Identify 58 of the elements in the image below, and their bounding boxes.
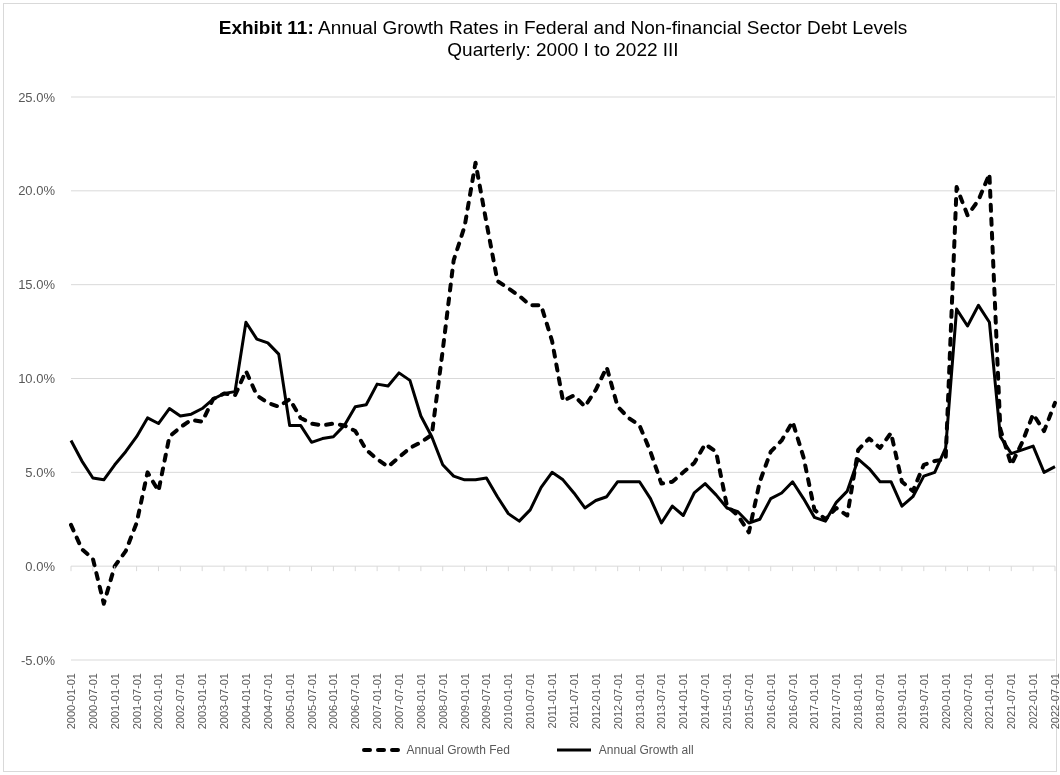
x-tick-label: 2020-01-01 — [939, 673, 952, 730]
x-tick-label: 2007-01-01 — [371, 673, 384, 730]
x-tick-label: 2007-07-01 — [393, 673, 405, 730]
x-tick-label: 2015-01-01 — [721, 673, 733, 730]
x-tick-label: 2010-01-01 — [502, 673, 515, 730]
line-series — [69, 160, 1057, 606]
x-tick-label: 2001-07-01 — [130, 673, 143, 730]
x-tick-label: 2003-07-01 — [218, 673, 231, 730]
x-tick-label: 2001-01-01 — [108, 673, 121, 730]
legend-label: Annual Growth all — [598, 743, 694, 757]
chart-title: Exhibit 11: Annual Growth Rates in Federal and Non-financial Sector Debt Levels — [217, 17, 909, 39]
y-tick-label: 5.0% — [25, 464, 56, 480]
x-tick-label: 2003-01-01 — [196, 673, 209, 730]
y-tick-label: -5.0% — [21, 652, 56, 668]
x-tick-label: 2017-07-01 — [830, 673, 843, 730]
x-tick-label: 2002-01-01 — [152, 673, 165, 730]
x-tick-label: 2018-01-01 — [852, 673, 865, 730]
x-tick-label: 2019-07-01 — [917, 673, 930, 730]
x-tick-label: 2012-07-01 — [611, 673, 624, 730]
x-tick-label: 2008-07-01 — [436, 673, 449, 730]
x-tick-label: 2006-01-01 — [327, 673, 340, 730]
chart-subtitle: Quarterly: 2000 I to 2022 III — [446, 39, 680, 61]
x-tick-label: 2004-01-01 — [239, 673, 252, 730]
x-tick-label: 2013-07-01 — [655, 673, 668, 730]
x-tick-label: 2005-01-01 — [283, 673, 296, 730]
y-tick-label: 10.0% — [18, 371, 56, 387]
x-tick-label: 2017-01-01 — [808, 673, 821, 730]
x-tick-label: 2009-07-01 — [480, 673, 493, 730]
x-tick-label: 2018-07-01 — [874, 673, 887, 730]
x-tick-label: 2020-07-01 — [961, 673, 974, 730]
x-tick-label: 2005-07-01 — [305, 673, 318, 730]
x-tick-label: 2015-07-01 — [742, 673, 755, 730]
x-tick-label: 2011-07-01 — [567, 673, 580, 729]
x-tick-label: 2022-07-01 — [1049, 673, 1060, 730]
y-tick-label: 0.0% — [25, 558, 56, 574]
x-tick-label: 2019-01-01 — [895, 673, 908, 730]
y-tick-label: 15.0% — [18, 277, 56, 293]
x-tick-label: 2009-01-01 — [458, 673, 471, 730]
x-tick-label: 2013-01-01 — [633, 673, 646, 730]
y-tick-label: 20.0% — [18, 183, 56, 199]
legend-label: Annual Growth Fed — [406, 743, 510, 757]
x-tick-label: 2014-07-01 — [699, 673, 712, 730]
x-tick-label: 2010-07-01 — [524, 673, 537, 730]
x-tick-label: 2000-07-01 — [86, 673, 99, 730]
x-tick-label: 2012-01-01 — [589, 673, 602, 730]
x-tick-label: 2011-01-01 — [546, 673, 559, 729]
x-tick-label: 2014-01-01 — [677, 673, 690, 730]
y-tick-label: 25.0% — [18, 89, 56, 105]
x-tick-label: 2021-01-01 — [983, 673, 996, 730]
x-tick-label: 2002-07-01 — [174, 673, 187, 730]
x-tick-label: 2016-01-01 — [764, 673, 777, 730]
x-tick-label: 2004-07-01 — [261, 673, 274, 730]
x-tick-label: 2006-07-01 — [349, 673, 362, 730]
x-tick-label: 2016-07-01 — [786, 673, 799, 730]
x-tick-label: 2022-01-01 — [1027, 673, 1040, 730]
x-tick-label: 2000-01-01 — [65, 673, 77, 730]
x-tick-label: 2021-07-01 — [1005, 673, 1018, 730]
x-tick-label: 2008-01-01 — [414, 673, 427, 730]
